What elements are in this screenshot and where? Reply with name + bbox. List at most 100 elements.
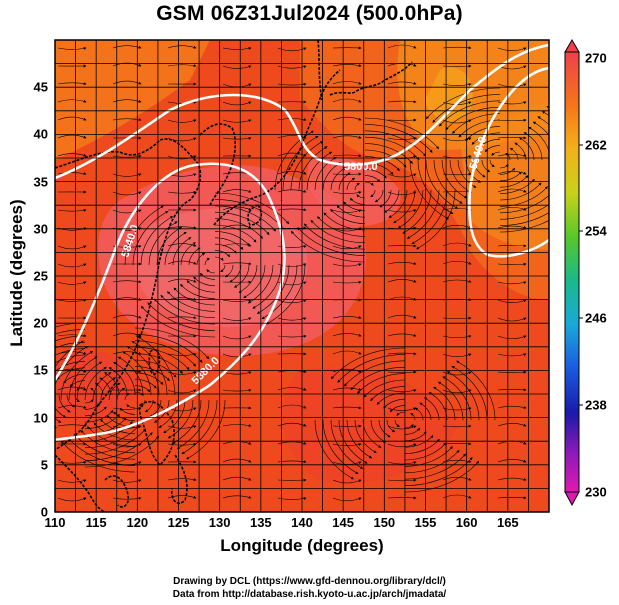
streamline: [112, 191, 142, 196]
streamline: [167, 442, 197, 446]
streamline: [167, 399, 194, 439]
streamline: [387, 407, 417, 411]
colorbar-bottom-arrow: [564, 491, 580, 507]
streamline: [389, 405, 406, 413]
colorbar-label-230: 230: [585, 484, 607, 500]
streamline: [277, 170, 307, 175]
streamline: [58, 394, 71, 413]
streamline: [497, 153, 527, 157]
x-tick-label: 160: [455, 515, 478, 530]
streamline: [222, 262, 252, 266]
streamline: [497, 47, 527, 51]
x-tick-label: 145: [332, 515, 355, 530]
streamline: [214, 192, 290, 225]
streamline: [332, 263, 362, 267]
streamline: [290, 141, 324, 191]
streamline: [134, 346, 190, 371]
streamline: [332, 350, 362, 355]
streamline: [277, 65, 307, 69]
streamline: [387, 100, 417, 104]
streamline: [222, 136, 252, 140]
streamline: [497, 206, 527, 211]
x-tick-label: 165: [496, 515, 519, 530]
streamline: [364, 124, 433, 153]
streamline: [387, 461, 417, 465]
streamline: [499, 182, 542, 201]
credit-data-source: Data from http://database.rish.kyoto-u.a…: [172, 589, 447, 600]
streamline: [497, 370, 527, 374]
streamline: [387, 261, 417, 265]
streamline: [497, 405, 527, 409]
streamline: [277, 152, 307, 157]
streamline: [57, 334, 87, 338]
streamline: [497, 353, 527, 357]
streamline: [332, 280, 362, 284]
streamline: [167, 371, 197, 375]
streamline: [167, 352, 197, 356]
x-tick-label: 120: [126, 515, 149, 530]
streamline: [136, 335, 176, 396]
streamline: [167, 316, 197, 320]
x-tick-label: 130: [208, 515, 231, 530]
streamline: [404, 446, 453, 467]
colorbar-label-254: 254: [585, 223, 607, 239]
streamline: [112, 479, 142, 483]
streamline: [499, 203, 549, 220]
streamline: [144, 399, 154, 413]
streamline: [92, 372, 112, 401]
streamline: [167, 190, 197, 194]
streamline: [112, 314, 142, 319]
streamline: [148, 221, 178, 266]
streamline: [497, 188, 527, 193]
streamline: [499, 171, 522, 182]
streamline: [330, 208, 366, 224]
streamline: [497, 244, 527, 248]
streamline: [314, 156, 337, 191]
streamline: [379, 189, 392, 208]
streamline: [442, 424, 472, 428]
streamline: [442, 242, 472, 247]
streamline: [297, 227, 366, 256]
streamline: [277, 460, 307, 464]
streamline: [94, 382, 104, 396]
streamline: [336, 205, 366, 218]
streamline: [277, 47, 307, 52]
streamline: [404, 453, 466, 480]
streamline: [425, 87, 501, 120]
streamline: [57, 172, 87, 176]
streamline: [541, 111, 549, 117]
streamline: [332, 406, 362, 410]
streamline: [224, 264, 234, 278]
streamline: [277, 441, 307, 445]
streamline: [338, 419, 368, 464]
credit-dcl: Drawing by DCL (https://www.gfd-dennou.o…: [173, 576, 446, 587]
streamline: [134, 385, 151, 393]
streamline: [164, 231, 187, 266]
streamline: [432, 94, 501, 123]
streamline: [222, 424, 252, 427]
streamline: [332, 116, 362, 121]
streamline: [222, 299, 252, 302]
streamline: [457, 159, 477, 188]
streamline: [108, 367, 128, 396]
streamline: [108, 382, 121, 401]
streamline: [484, 145, 501, 153]
y-tick-label: 20: [33, 315, 48, 331]
streamline: [442, 477, 472, 481]
streamline: [445, 106, 501, 131]
streamline: [537, 116, 549, 126]
streamline: [167, 495, 197, 499]
streamline: [442, 260, 472, 265]
x-axis-label: Longitude (degrees): [220, 536, 384, 555]
streamline: [57, 424, 87, 428]
streamline: [140, 216, 174, 266]
streamline: [346, 177, 356, 191]
streamline: [387, 81, 417, 85]
streamline: [387, 443, 417, 448]
x-tick-label: 140: [291, 515, 313, 530]
streamline: [60, 440, 136, 473]
streamline: [442, 371, 472, 376]
streamline: [222, 189, 252, 193]
streamline: [134, 391, 144, 396]
streamline: [167, 226, 197, 230]
